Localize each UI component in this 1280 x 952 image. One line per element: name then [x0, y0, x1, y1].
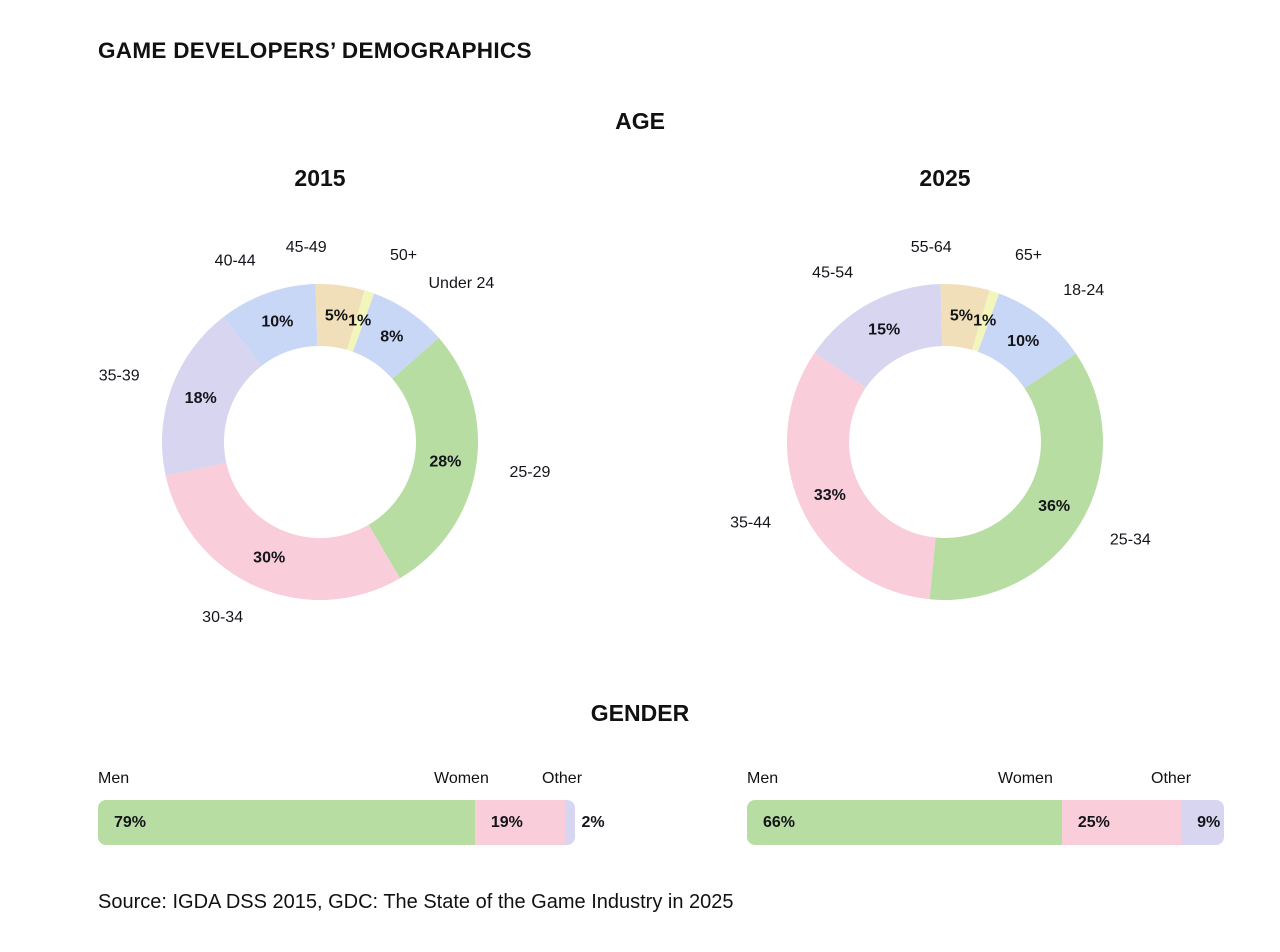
- svg-text:45-49: 45-49: [286, 239, 327, 256]
- svg-text:5%: 5%: [950, 307, 973, 324]
- svg-text:30-34: 30-34: [202, 609, 243, 626]
- svg-text:28%: 28%: [429, 454, 461, 471]
- svg-text:35-39: 35-39: [99, 368, 140, 385]
- svg-text:10%: 10%: [261, 314, 293, 331]
- svg-text:55-64: 55-64: [911, 239, 952, 256]
- svg-text:45-54: 45-54: [812, 265, 853, 282]
- svg-text:36%: 36%: [1038, 498, 1070, 515]
- svg-text:65+: 65+: [1015, 247, 1042, 264]
- svg-text:10%: 10%: [1007, 333, 1039, 350]
- svg-text:5%: 5%: [325, 307, 348, 324]
- svg-text:25-29: 25-29: [510, 464, 551, 481]
- svg-text:1%: 1%: [973, 313, 996, 330]
- svg-text:18-24: 18-24: [1063, 282, 1104, 299]
- svg-text:1%: 1%: [348, 313, 371, 330]
- svg-text:33%: 33%: [814, 487, 846, 504]
- svg-text:18%: 18%: [185, 390, 217, 407]
- svg-text:15%: 15%: [868, 322, 900, 339]
- svg-text:40-44: 40-44: [215, 252, 256, 269]
- svg-text:35-44: 35-44: [730, 514, 771, 531]
- svg-text:25-34: 25-34: [1110, 532, 1151, 549]
- svg-text:8%: 8%: [380, 328, 403, 345]
- svg-text:Under 24: Under 24: [429, 275, 495, 292]
- svg-text:30%: 30%: [253, 550, 285, 567]
- svg-text:50+: 50+: [390, 247, 417, 264]
